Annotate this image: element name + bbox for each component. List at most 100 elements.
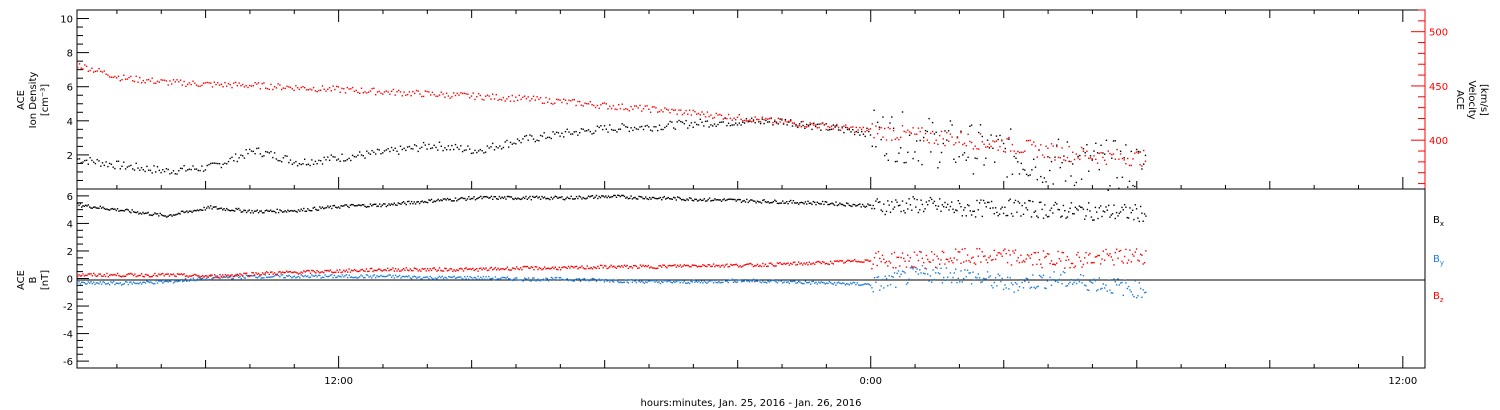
- bz-point: [812, 262, 814, 264]
- bz-point: [876, 264, 878, 267]
- by-point: [779, 279, 781, 282]
- by-point: [704, 281, 707, 283]
- bz-point: [316, 269, 318, 272]
- density-point: [712, 125, 714, 127]
- bz-point: [827, 263, 829, 265]
- density-point: [548, 136, 551, 139]
- bx-point: [485, 195, 487, 198]
- velocity-point: [486, 94, 489, 96]
- bx-point: [361, 204, 364, 206]
- bx-point: [827, 203, 829, 206]
- bx-point: [696, 200, 699, 202]
- bx-point: [472, 197, 474, 200]
- by-point: [669, 280, 671, 282]
- bx-point: [106, 208, 108, 210]
- density-point: [958, 156, 960, 158]
- bx-point: [865, 205, 868, 208]
- velocity-point: [568, 99, 570, 101]
- bz-point: [291, 271, 293, 274]
- by-point: [482, 276, 485, 278]
- by-point: [972, 271, 974, 273]
- velocity-point: [479, 94, 481, 97]
- bz-point: [388, 269, 390, 272]
- bx-point: [1002, 212, 1005, 215]
- velocity-point: [1139, 164, 1141, 166]
- by-point: [170, 280, 172, 283]
- density-point: [1072, 163, 1074, 165]
- by-point: [99, 281, 101, 283]
- by-point: [778, 280, 780, 282]
- density-point: [1049, 169, 1051, 172]
- bz-point: [762, 262, 764, 265]
- bx-point: [462, 197, 465, 200]
- bz-point: [186, 275, 188, 277]
- velocity-point: [639, 104, 641, 107]
- bz-point: [1072, 262, 1074, 265]
- by-point: [1123, 279, 1126, 281]
- by-point: [571, 279, 574, 282]
- by-point: [256, 277, 258, 279]
- velocity-point: [703, 113, 705, 115]
- bx-point: [1037, 216, 1039, 219]
- bz-point: [567, 265, 570, 268]
- bz-point: [147, 274, 149, 276]
- bx-point: [638, 195, 640, 198]
- bz-point: [118, 274, 120, 277]
- density-point: [600, 125, 602, 127]
- bx-point: [905, 202, 908, 204]
- bz-point: [917, 259, 920, 262]
- bz-point: [804, 263, 807, 265]
- bz-point: [687, 264, 689, 267]
- velocity-point: [1088, 157, 1090, 159]
- bx-point: [732, 198, 735, 201]
- bz-point: [994, 258, 997, 260]
- bz-point: [508, 269, 510, 271]
- velocity-point: [401, 95, 403, 97]
- velocity-point: [869, 128, 872, 130]
- velocity-point: [1082, 150, 1085, 152]
- density-point: [903, 162, 905, 164]
- by-point: [417, 276, 419, 278]
- bz-point: [706, 265, 708, 268]
- bx-point: [325, 206, 328, 209]
- by-point: [1080, 274, 1082, 276]
- velocity-point: [990, 145, 992, 148]
- bx-point: [1086, 208, 1089, 211]
- by-point: [808, 281, 810, 283]
- bx-point: [277, 211, 280, 214]
- velocity-point: [378, 90, 380, 93]
- density-point: [240, 154, 242, 156]
- velocity-point: [1125, 163, 1127, 165]
- density-point: [84, 159, 86, 162]
- velocity-point: [1134, 152, 1136, 154]
- density-point: [467, 145, 469, 147]
- by-point: [120, 284, 123, 286]
- by-point: [559, 276, 562, 279]
- density-point: [1061, 162, 1063, 164]
- by-point: [139, 281, 141, 284]
- density-point: [453, 148, 455, 151]
- bz-point: [1016, 260, 1018, 262]
- bx-point: [839, 202, 841, 204]
- velocity-point: [593, 104, 595, 107]
- density-point: [197, 169, 199, 172]
- density-point: [1011, 173, 1014, 175]
- bz-point: [759, 264, 761, 267]
- bx-point: [927, 204, 929, 206]
- bz-point: [982, 255, 985, 258]
- by-point: [884, 275, 886, 277]
- velocity-point: [923, 140, 925, 142]
- by-point: [481, 278, 483, 280]
- bx-point: [452, 200, 454, 202]
- density-point: [1080, 178, 1083, 180]
- bx-point: [474, 199, 477, 201]
- velocity-point: [667, 109, 669, 111]
- by-point: [872, 291, 874, 293]
- bx-point: [562, 198, 564, 201]
- density-point: [1093, 150, 1095, 152]
- by-point: [518, 279, 520, 281]
- by-point: [1037, 285, 1039, 287]
- by-point: [1106, 290, 1108, 292]
- velocity-point: [488, 95, 490, 97]
- bx-point: [187, 211, 189, 214]
